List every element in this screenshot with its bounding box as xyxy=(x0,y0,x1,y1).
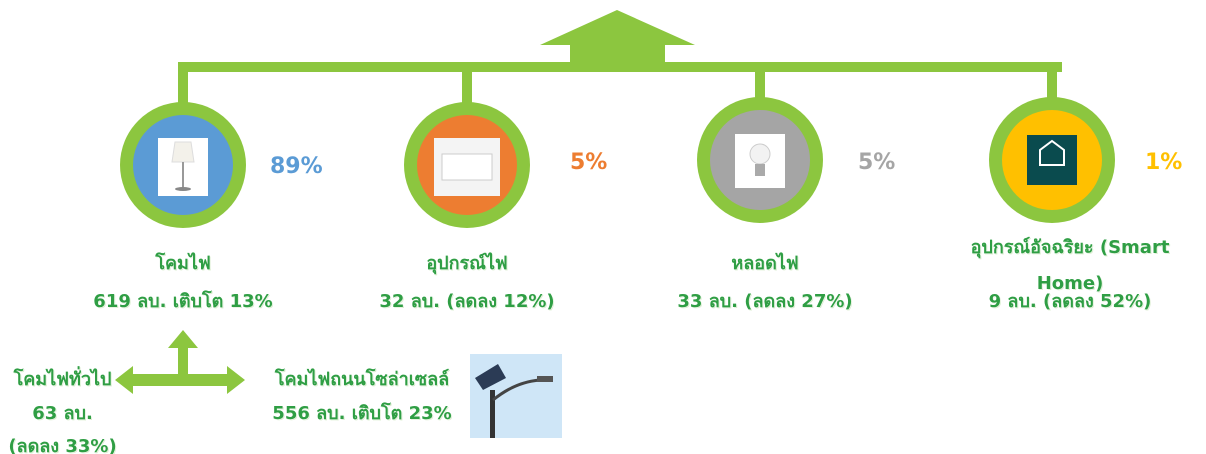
breakdown-detail: 556 ลบ. เติบโต 23% xyxy=(272,398,452,427)
node-detail: 619 ลบ. เติบโต 13% xyxy=(63,286,303,315)
lamp-shade xyxy=(172,142,194,162)
lamp-base xyxy=(175,187,191,191)
page: 89% 5% 5% 1% โคมไฟ 619 ลบ. เติบโต 13% อุ… xyxy=(0,0,1206,454)
lamp-pole xyxy=(182,162,184,188)
drop xyxy=(462,62,472,107)
drop xyxy=(755,62,765,102)
smart-home-icon xyxy=(1027,135,1077,185)
breakdown-amount: 63 ลบ. xyxy=(0,398,125,427)
drop xyxy=(178,62,188,107)
node-label: โคมไฟ xyxy=(83,248,283,277)
breakdown-change: (ลดลง 33%) xyxy=(0,431,125,454)
sub-up-arrow xyxy=(168,330,198,375)
diagram xyxy=(0,0,1206,454)
bulb-base xyxy=(755,164,765,176)
up-arrow xyxy=(540,10,695,66)
breakdown-label: โคมไฟทั่วไป xyxy=(0,364,125,393)
breakdown-label: โคมไฟถนนโซล่าเซลล์ xyxy=(272,364,452,393)
solar-lamp-photo xyxy=(470,354,562,438)
lamp-head xyxy=(537,376,553,382)
share: 1% xyxy=(1145,150,1182,175)
connectors xyxy=(178,10,1062,107)
node-label: อุปกรณ์ไฟ xyxy=(367,248,567,277)
share: 89% xyxy=(270,154,323,179)
share: 5% xyxy=(570,150,607,175)
node-detail: 9 ลบ. (ลดลง 52%) xyxy=(955,286,1185,315)
switch-plate xyxy=(442,154,492,180)
bulb-glass xyxy=(750,144,770,164)
sub-arrows xyxy=(115,330,245,394)
drop xyxy=(1047,62,1057,102)
node-detail: 32 ลบ. (ลดลง 12%) xyxy=(347,286,587,315)
sky xyxy=(470,354,562,438)
horizontal-bar xyxy=(178,62,1062,72)
node-label: หลอดไฟ xyxy=(665,248,865,277)
share: 5% xyxy=(858,150,895,175)
node-detail: 33 ลบ. (ลดลง 27%) xyxy=(645,286,885,315)
